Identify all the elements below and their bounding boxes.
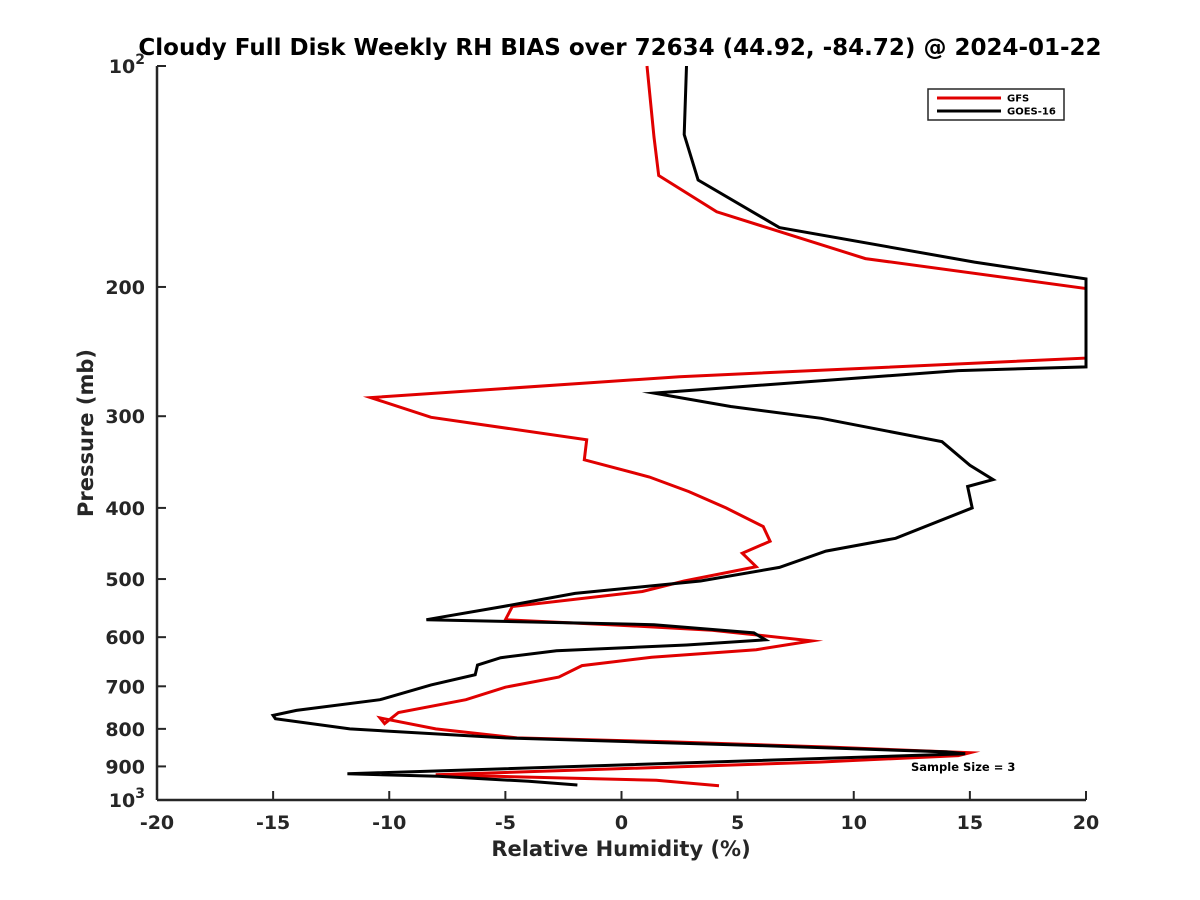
y-tick-label: 700 xyxy=(105,676,145,698)
y-tick-label: 900 xyxy=(105,756,145,778)
x-tick-label: 5 xyxy=(731,812,744,834)
legend-box xyxy=(927,88,1065,121)
y-axis-label: Pressure (mb) xyxy=(74,349,98,517)
y-tick-label: 600 xyxy=(105,627,145,649)
y-tick-label: 300 xyxy=(105,406,145,428)
series-line-gfs xyxy=(362,65,1088,788)
y-tick-label: 103 xyxy=(109,786,145,812)
x-tick-label: -5 xyxy=(495,812,516,834)
x-axis-label: Relative Humidity (%) xyxy=(491,837,750,861)
y-tick-label: 500 xyxy=(105,569,145,591)
y-tick-label: 800 xyxy=(105,719,145,741)
x-tick-label: 10 xyxy=(841,812,867,834)
x-tick-label: -15 xyxy=(256,812,290,834)
axes-layer: -20 -15 -10 -5 0 5 10 15 20 102 200 300 400 500 600 700… xyxy=(105,52,1099,834)
legend-label-gfs: GFS xyxy=(1007,94,1029,105)
chart-title: Cloudy Full Disk Weekly RH BIAS over 726… xyxy=(138,35,1101,61)
x-tick-label: 0 xyxy=(615,812,628,834)
legend-label-goes-16: GOES-16 xyxy=(1007,107,1056,118)
x-tick-label: -20 xyxy=(140,812,174,834)
y-tick-label: 400 xyxy=(105,498,145,520)
y-tick-label: 102 xyxy=(109,52,145,78)
x-tick-label: 15 xyxy=(957,812,983,834)
series-layer xyxy=(270,65,1088,788)
annotation-sample-size: Sample Size = 3 xyxy=(911,760,1015,774)
x-tick-label: -10 xyxy=(372,812,406,834)
legend: GFS GOES-16 xyxy=(927,88,1065,121)
x-tick-label: 20 xyxy=(1073,812,1099,834)
y-tick-label: 200 xyxy=(105,277,145,299)
series-line-goes-16 xyxy=(270,65,1088,787)
